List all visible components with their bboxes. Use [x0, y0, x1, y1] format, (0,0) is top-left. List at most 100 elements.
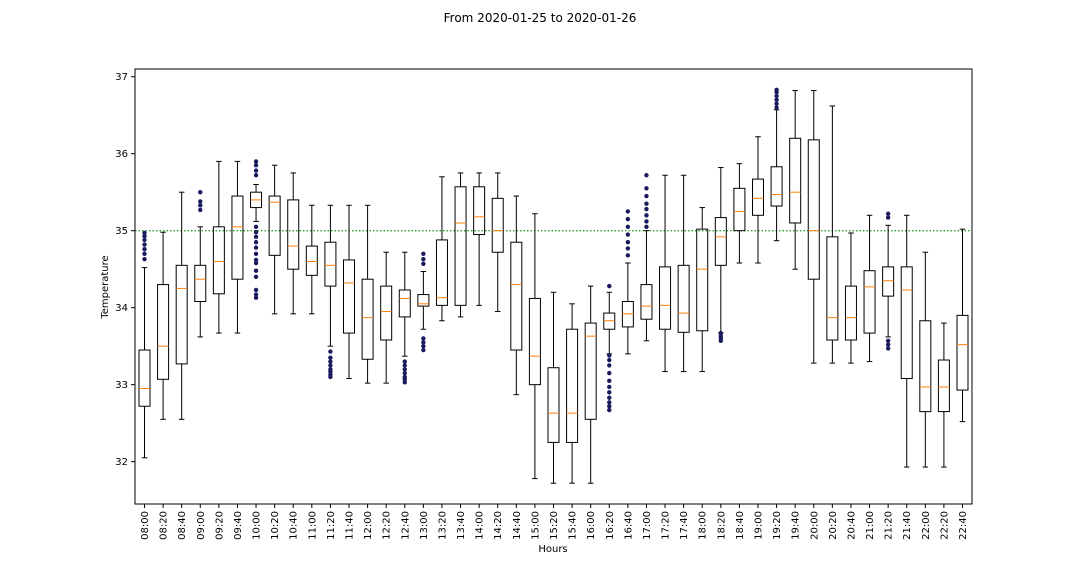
outlier-point — [607, 357, 612, 363]
box-body — [473, 186, 486, 236]
box-17:00 — [640, 173, 653, 342]
box-12:20 — [380, 251, 393, 384]
x-tick-label: 21:40 — [902, 511, 913, 540]
x-tick-label: 09:40 — [233, 511, 244, 540]
x-tick-label: 12:20 — [382, 511, 393, 540]
box-body — [212, 226, 225, 295]
x-tick-label: 11:20 — [326, 511, 337, 540]
box-body — [826, 236, 839, 341]
outlier-point — [885, 346, 891, 351]
box-body — [659, 266, 672, 330]
x-tick-label: 19:20 — [772, 511, 783, 540]
box-body — [510, 241, 523, 351]
box-body — [547, 367, 560, 443]
x-tick-label: 16:40 — [623, 511, 634, 540]
x-tick-label: 08:00 — [140, 511, 151, 540]
box-19:40 — [789, 90, 802, 270]
box-body — [454, 186, 467, 306]
outlier-point — [774, 105, 779, 110]
box-22:40 — [956, 228, 969, 423]
outlier-point — [142, 256, 147, 262]
x-tick-label: 18:40 — [735, 511, 746, 540]
box-12:00 — [361, 204, 374, 384]
outlier-point — [198, 207, 203, 213]
box-16:20 — [603, 283, 616, 413]
box-14:20 — [491, 172, 504, 313]
outlier-point — [607, 400, 612, 405]
y-tick-label: 32 — [115, 457, 128, 468]
outlier-point — [253, 245, 259, 250]
box-body — [752, 178, 764, 216]
outlier-point — [644, 173, 649, 178]
y-axis: 32 33 34 35 36 37 — [115, 72, 135, 468]
box-09:40 — [231, 160, 244, 334]
x-tick-label: 15:20 — [549, 511, 560, 540]
outlier-point — [142, 230, 147, 236]
box-21:40 — [900, 214, 913, 468]
outlier-point — [328, 349, 333, 354]
outlier-point — [253, 292, 259, 297]
outlier-point — [142, 237, 147, 243]
x-tick-label: 18:20 — [716, 511, 727, 540]
box-11:20 — [324, 204, 337, 380]
outlier-point — [421, 256, 426, 262]
x-tick-label: 19:00 — [754, 511, 765, 540]
outlier-point — [328, 355, 333, 360]
outlier-point — [328, 372, 333, 377]
box-19:00 — [752, 136, 764, 264]
outlier-point — [328, 359, 333, 364]
outlier-point — [644, 224, 649, 230]
box-17:20 — [659, 174, 672, 373]
box-12:40 — [398, 251, 411, 385]
outlier-point — [644, 186, 649, 191]
box-body — [640, 284, 653, 320]
outlier-point — [607, 370, 612, 376]
outlier-point — [644, 201, 649, 206]
x-tick-label: 15:40 — [568, 511, 579, 540]
box-body — [491, 197, 504, 253]
box-body — [566, 328, 579, 443]
box-10:20 — [268, 164, 281, 315]
box-body — [900, 266, 913, 380]
box-18:00 — [696, 207, 709, 373]
box-body — [287, 199, 300, 270]
outlier-point — [625, 246, 631, 251]
box-body — [937, 359, 950, 413]
box-14:40 — [510, 195, 523, 396]
x-tick-label: 22:20 — [939, 511, 950, 540]
box-17:40 — [677, 174, 690, 373]
x-axis-label: Hours — [538, 544, 567, 555]
x-tick-label: 21:20 — [884, 511, 895, 540]
outlier-point — [328, 363, 333, 368]
outlier-point — [142, 251, 147, 256]
x-tick-label: 13:00 — [419, 511, 430, 540]
outlier-point — [253, 274, 259, 280]
x-tick-label: 13:20 — [437, 511, 448, 540]
x-tick-label: 14:20 — [493, 511, 504, 540]
outlier-point — [885, 211, 891, 216]
box-10:40 — [287, 172, 300, 315]
outlier-point — [253, 295, 259, 300]
x-tick-label: 15:00 — [530, 511, 541, 540]
outlier-point — [421, 340, 426, 345]
x-tick-label: 10:20 — [270, 511, 281, 540]
box-08:00 — [138, 230, 151, 459]
outlier-point — [607, 363, 612, 368]
outlier-point — [644, 219, 649, 224]
box-body — [919, 320, 932, 413]
outlier-point — [402, 363, 407, 368]
y-axis-label: Temperature — [100, 255, 111, 319]
y-tick-label: 33 — [115, 380, 128, 391]
box-20:00 — [807, 90, 820, 364]
box-15:00 — [528, 213, 541, 480]
x-tick-label: 20:20 — [828, 511, 839, 540]
outlier-point — [328, 367, 333, 372]
box-body — [770, 166, 783, 207]
x-tick-label: 20:40 — [846, 511, 857, 540]
box-08:20 — [157, 231, 170, 420]
box-16:00 — [584, 285, 597, 484]
box-15:40 — [566, 303, 579, 484]
x-tick-label: 11:40 — [345, 511, 356, 540]
outlier-point — [402, 374, 407, 380]
outlier-point — [607, 395, 612, 400]
